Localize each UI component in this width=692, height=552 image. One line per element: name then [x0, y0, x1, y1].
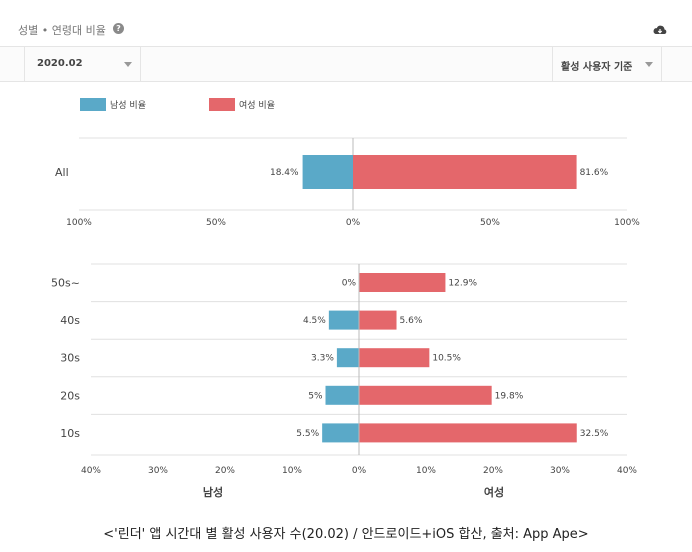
- data-label: 12.9%: [448, 279, 477, 289]
- tick-label: 10%: [282, 466, 302, 476]
- data-label: 4.5%: [303, 316, 326, 326]
- bar-female: [359, 348, 430, 368]
- tick-label: 50%: [206, 218, 226, 228]
- bar-female: [353, 155, 577, 189]
- question-circle-icon[interactable]: ?: [113, 23, 124, 34]
- data-label: 32.5%: [580, 429, 609, 439]
- chart-caption: <'린더' 앱 시간대 별 활성 사용자 수(20.02) / 안드로이드+iO…: [103, 527, 589, 542]
- chart-title: 성별 • 연령대 비율: [18, 24, 106, 37]
- bar-male: [336, 348, 359, 368]
- basis-select[interactable]: 활성 사용자 기준: [552, 47, 662, 81]
- bar-female: [359, 273, 446, 292]
- tick-label: 40%: [617, 466, 637, 476]
- category-label: 40s: [60, 314, 80, 327]
- chevron-down-icon: [645, 62, 653, 67]
- tick-label: 40%: [81, 466, 101, 476]
- data-label: 18.4%: [270, 168, 299, 178]
- legend-swatch: [209, 98, 235, 111]
- tick-label: 50%: [480, 218, 500, 228]
- bar-female: [359, 423, 577, 443]
- date-select-value: 2020.02: [37, 58, 83, 69]
- tick-label: 30%: [550, 466, 570, 476]
- legend-swatch: [80, 98, 106, 111]
- basis-select-value: 활성 사용자 기준: [561, 62, 633, 73]
- tick-label: 20%: [215, 466, 235, 476]
- tick-label: 30%: [148, 466, 168, 476]
- bar-male: [328, 310, 359, 330]
- data-label: 81.6%: [580, 168, 609, 178]
- category-label: All: [55, 166, 69, 179]
- chart-header: 성별 • 연령대 비율 ?: [0, 0, 692, 46]
- category-label: 10s: [60, 427, 80, 440]
- axis-label: 여성: [484, 485, 504, 499]
- legend-label: 남성 비율: [110, 100, 146, 111]
- tick-label: 0%: [346, 218, 361, 228]
- filter-toolbar: 2020.02 활성 사용자 기준: [0, 46, 692, 82]
- tick-label: 0%: [352, 466, 367, 476]
- bar-male: [302, 155, 353, 189]
- chart: 남성 비율 여성 비율 18.4% 81.6% All 100% 50% 0% 50% 100% 0…: [51, 98, 640, 499]
- data-label: 19.8%: [495, 391, 524, 401]
- axis-label: 남성: [203, 485, 223, 499]
- data-label: 5%: [308, 391, 323, 401]
- category-label: 50s~: [51, 277, 80, 290]
- tick-label: 100%: [614, 218, 640, 228]
- data-label: 3.3%: [311, 354, 334, 364]
- data-label: 10.5%: [432, 354, 461, 364]
- tick-label: 10%: [416, 466, 436, 476]
- data-label: 5.6%: [400, 316, 423, 326]
- date-select[interactable]: 2020.02: [24, 47, 141, 81]
- data-label: 5.5%: [296, 429, 319, 439]
- cloud-download-icon[interactable]: [652, 24, 668, 38]
- category-label: 30s: [60, 352, 80, 365]
- category-label: 20s: [60, 389, 80, 402]
- chevron-down-icon: [124, 62, 132, 67]
- bar-female: [359, 385, 492, 405]
- bar-male: [325, 385, 359, 405]
- legend-label: 여성 비율: [239, 99, 275, 111]
- tick-label: 100%: [66, 218, 92, 228]
- tick-label: 20%: [483, 466, 503, 476]
- bar-female: [359, 310, 397, 330]
- bar-male: [322, 423, 359, 443]
- data-label: 0%: [342, 279, 357, 289]
